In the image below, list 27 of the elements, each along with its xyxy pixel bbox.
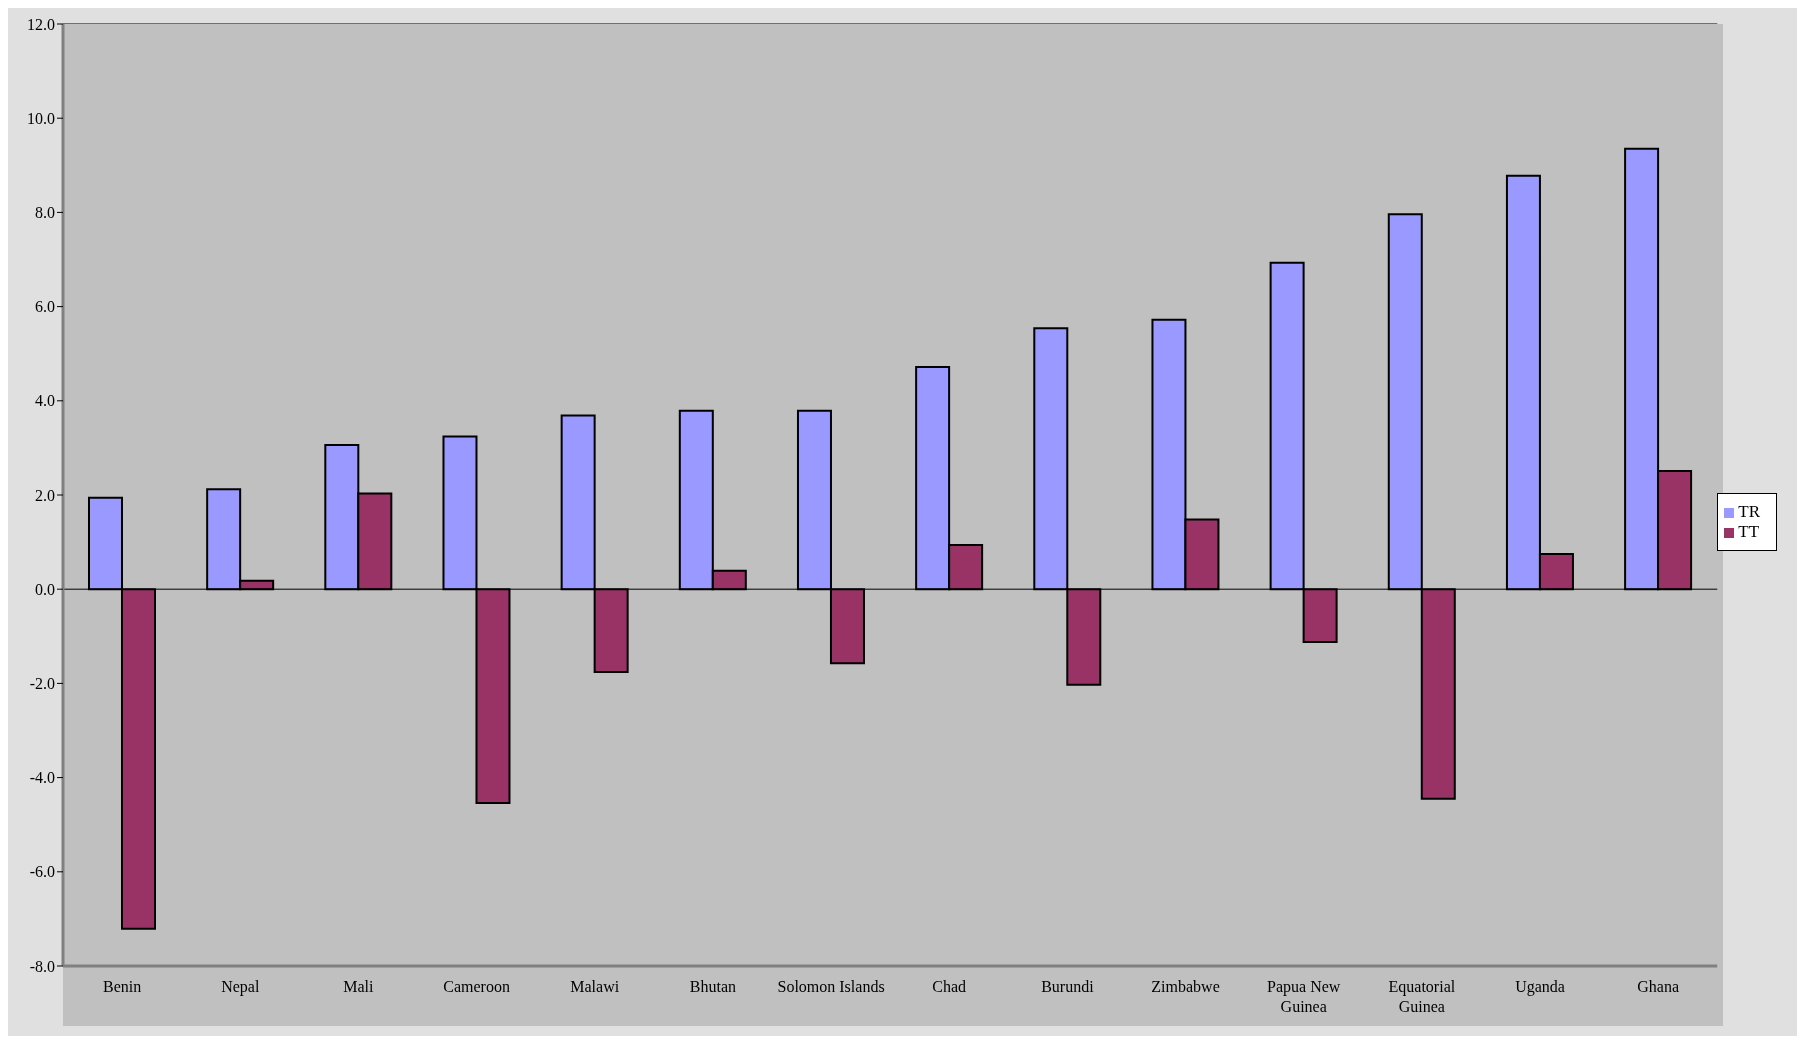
x-tick-label: Equatorial Guinea <box>1388 978 1456 1015</box>
y-tick-label: 2.0 <box>35 486 55 504</box>
x-tick-label: Uganda <box>1515 978 1565 996</box>
x-tick-label: Mali <box>343 978 375 995</box>
x-tick-label: Chad <box>932 978 967 995</box>
x-tick-label: Bhutan <box>689 978 736 995</box>
y-tick-label: -2.0 <box>29 675 55 693</box>
x-tick-label: Papua New Guinea <box>1267 978 1341 1015</box>
y-tick-label: 4.0 <box>35 392 55 410</box>
x-tick-label: Zimbabwe <box>1151 978 1220 995</box>
y-tick-label: 0.0 <box>35 580 55 598</box>
y-tick-label: -8.0 <box>29 957 55 975</box>
x-tick-label: Cameroon <box>443 978 510 995</box>
x-tick-label: Malawi <box>570 978 620 995</box>
y-tick-label: 12.0 <box>27 15 55 33</box>
x-tick-label: Burundi <box>1041 978 1095 995</box>
x-tick-label: Benin <box>102 978 142 995</box>
x-tick-label: Ghana <box>1637 978 1680 995</box>
y-tick-label: -4.0 <box>29 769 55 787</box>
x-tick-label: Nepal <box>221 978 260 996</box>
y-tick-label: 8.0 <box>35 204 55 222</box>
legend-label: TT <box>1738 522 1760 541</box>
x-tick-label: Solomon Islands <box>777 978 885 995</box>
legend-label: TR <box>1738 502 1760 521</box>
y-tick-label: -6.0 <box>29 863 55 881</box>
y-tick-label: 6.0 <box>35 298 55 316</box>
y-tick-label: 10.0 <box>27 109 55 127</box>
